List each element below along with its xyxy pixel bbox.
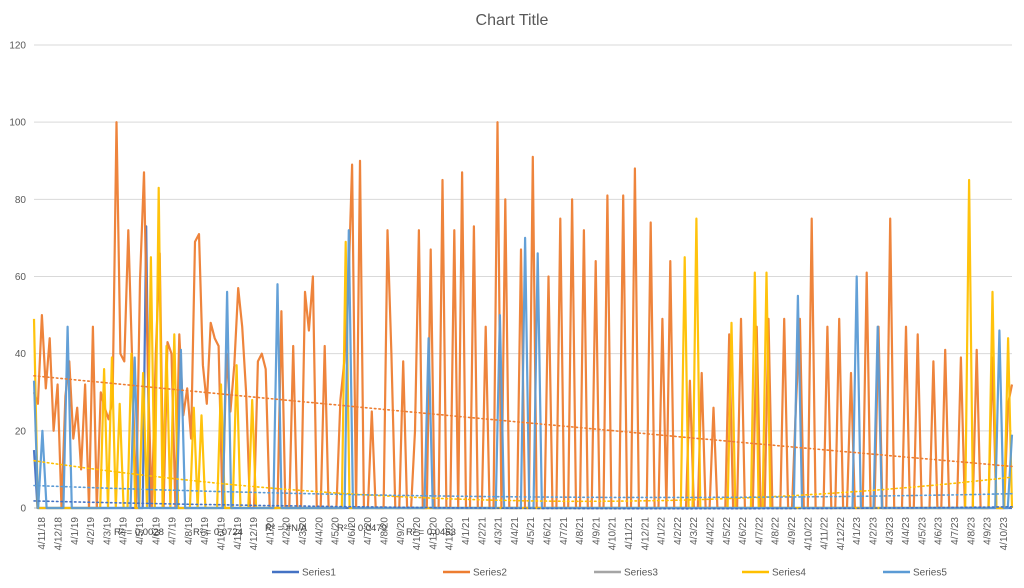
x-tick-label: 4/5/19 bbox=[135, 517, 146, 545]
x-tick-label: 4/6/21 bbox=[542, 517, 553, 545]
x-tick-label: 4/5/22 bbox=[722, 517, 733, 545]
x-tick-label: 4/5/21 bbox=[526, 517, 537, 545]
x-tick-label: 4/8/23 bbox=[966, 517, 977, 545]
legend-label-series3: Series3 bbox=[624, 568, 658, 579]
x-tick-label: 4/2/22 bbox=[673, 517, 684, 545]
x-tick-label: 4/3/21 bbox=[494, 517, 505, 545]
trendlines bbox=[33, 375, 1013, 510]
x-tick-label: 4/8/22 bbox=[771, 517, 782, 545]
x-tick-label: 4/11/22 bbox=[820, 517, 831, 550]
y-tick-label: 120 bbox=[9, 41, 26, 52]
x-tick-label: 4/1/22 bbox=[657, 517, 668, 545]
x-tick-label: 4/9/19 bbox=[200, 517, 211, 545]
x-tick-label: 4/5/20 bbox=[331, 517, 342, 545]
x-tick-label: 4/8/21 bbox=[575, 517, 586, 545]
x-tick-label: 4/3/19 bbox=[102, 517, 113, 545]
x-tick-label: 4/6/23 bbox=[934, 517, 945, 545]
r2-label-series4: R² = 0,0479 bbox=[337, 523, 387, 534]
x-tick-label: 4/10/21 bbox=[608, 517, 619, 551]
x-tick-label: 4/12/19 bbox=[249, 517, 260, 551]
y-tick-label: 0 bbox=[20, 504, 26, 515]
x-tick-label: 4/4/21 bbox=[510, 517, 521, 545]
x-tick-label: 4/10/22 bbox=[803, 517, 814, 551]
x-tick-label: 4/7/19 bbox=[168, 517, 179, 545]
x-tick-label: 4/9/22 bbox=[787, 517, 798, 545]
trendline-series2 bbox=[33, 375, 1013, 468]
x-tick-label: 4/5/23 bbox=[917, 517, 928, 545]
x-tick-label: 4/6/19 bbox=[151, 517, 162, 545]
x-tick-label: 4/11/19 bbox=[233, 517, 244, 550]
r2-label-series3: R² = #N/A bbox=[265, 523, 308, 534]
x-tick-label: 4/8/20 bbox=[379, 517, 390, 545]
x-tick-label: 4/4/22 bbox=[705, 517, 716, 545]
x-tick-label: 4/7/20 bbox=[363, 517, 374, 545]
legend: Series1 Series2 Series3 Series4 Series5 bbox=[272, 568, 947, 579]
trendline-series1 bbox=[33, 500, 1013, 510]
y-tick-label: 80 bbox=[15, 195, 27, 206]
r2-label-series5: R² = 0,0453 bbox=[406, 527, 456, 538]
y-tick-label: 60 bbox=[15, 272, 27, 283]
x-tick-label: 4/6/20 bbox=[347, 517, 358, 545]
x-tick-label: 4/7/21 bbox=[559, 517, 570, 545]
x-tick-label: 4/7/22 bbox=[754, 517, 765, 545]
legend-label-series2: Series2 bbox=[473, 568, 507, 579]
r2-labels: R² = 0,0028 R² = 0,0724 R² = #N/A R² = 0,04… bbox=[114, 523, 456, 538]
x-tick-label: 4/2/21 bbox=[477, 517, 488, 545]
x-tick-label: 4/4/23 bbox=[901, 517, 912, 545]
x-tick-label: 4/1/20 bbox=[265, 517, 276, 545]
x-tick-label: 4/10/20 bbox=[412, 517, 423, 551]
x-tick-label: 4/10/19 bbox=[216, 517, 227, 551]
x-tick-label: 4/7/23 bbox=[950, 517, 961, 545]
x-tick-label: 4/12/18 bbox=[53, 517, 64, 551]
y-tick-label: 20 bbox=[15, 426, 27, 437]
x-axis-ticks: 4/11/18 4/12/18 4/1/19 4/2/19 4/3/19 4/4/19 4/… bbox=[37, 517, 1010, 551]
x-tick-label: 4/3/22 bbox=[689, 517, 700, 545]
x-tick-label: 4/4/19 bbox=[119, 517, 130, 545]
x-tick-label: 4/11/21 bbox=[624, 517, 635, 550]
legend-label-series5: Series5 bbox=[913, 568, 947, 579]
x-tick-label: 4/2/19 bbox=[86, 517, 97, 545]
y-tick-label: 40 bbox=[15, 349, 27, 360]
x-tick-label: 4/12/20 bbox=[445, 517, 456, 551]
chart-title: Chart Title bbox=[476, 12, 549, 29]
series-lines bbox=[32, 121, 1014, 510]
x-tick-label: 4/2/20 bbox=[282, 517, 293, 545]
x-tick-label: 4/6/22 bbox=[738, 517, 749, 545]
x-tick-label: 4/4/20 bbox=[314, 517, 325, 545]
x-tick-label: 4/10/23 bbox=[999, 517, 1010, 551]
x-tick-label: 4/9/23 bbox=[983, 517, 994, 545]
legend-label-series1: Series1 bbox=[302, 568, 336, 579]
y-tick-label: 100 bbox=[9, 118, 26, 129]
r2-label-series2: R² = 0,0724 bbox=[193, 527, 243, 538]
x-tick-label: 4/11/20 bbox=[428, 517, 439, 550]
x-tick-label: 4/1/21 bbox=[461, 517, 472, 545]
y-axis-ticks: 0 20 40 60 80 100 120 bbox=[9, 41, 26, 515]
x-tick-label: 4/1/23 bbox=[852, 517, 863, 545]
legend-label-series4: Series4 bbox=[772, 568, 806, 579]
x-tick-label: 4/3/23 bbox=[885, 517, 896, 545]
trendline-series4 bbox=[33, 459, 1013, 503]
x-tick-label: 4/8/19 bbox=[184, 517, 195, 545]
x-tick-label: 4/12/22 bbox=[836, 517, 847, 551]
x-tick-label: 4/12/21 bbox=[640, 517, 651, 551]
r2-label-series1: R² = 0,0028 bbox=[114, 527, 164, 538]
x-tick-label: 4/9/20 bbox=[396, 517, 407, 545]
x-tick-label: 4/2/23 bbox=[868, 517, 879, 545]
x-tick-label: 4/9/21 bbox=[591, 517, 602, 545]
trendline-series5 bbox=[33, 484, 1013, 499]
x-tick-label: 4/3/20 bbox=[298, 517, 309, 545]
x-tick-label: 4/1/19 bbox=[70, 517, 81, 545]
x-tick-label: 4/11/18 bbox=[37, 517, 48, 550]
